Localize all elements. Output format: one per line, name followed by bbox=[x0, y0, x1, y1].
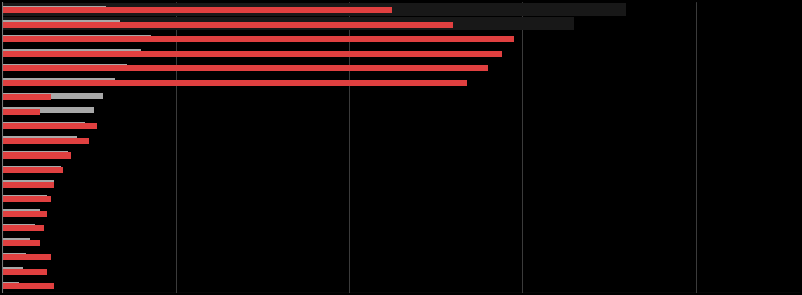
Bar bbox=[2, 93, 103, 99]
Bar bbox=[2, 267, 23, 273]
Bar bbox=[2, 65, 488, 71]
Bar bbox=[2, 94, 51, 100]
Bar bbox=[2, 181, 54, 188]
Bar bbox=[2, 22, 453, 28]
Bar bbox=[2, 7, 392, 13]
Bar bbox=[2, 167, 63, 173]
Bar bbox=[2, 107, 94, 114]
Bar bbox=[2, 49, 141, 55]
Bar bbox=[2, 269, 47, 275]
Bar bbox=[2, 209, 40, 215]
Bar bbox=[2, 17, 574, 30]
Bar bbox=[2, 137, 77, 142]
Bar bbox=[2, 109, 40, 115]
Bar bbox=[2, 240, 40, 246]
Bar bbox=[2, 165, 61, 172]
Bar bbox=[2, 225, 44, 231]
Bar bbox=[2, 153, 71, 158]
Bar bbox=[2, 80, 467, 86]
Bar bbox=[2, 123, 98, 130]
Bar bbox=[2, 180, 54, 186]
Bar bbox=[2, 3, 626, 16]
Bar bbox=[2, 254, 51, 260]
Bar bbox=[2, 196, 51, 202]
Bar bbox=[2, 78, 115, 84]
Bar bbox=[2, 283, 54, 289]
Bar bbox=[2, 22, 453, 28]
Bar bbox=[2, 36, 514, 42]
Bar bbox=[2, 51, 501, 57]
Bar bbox=[2, 122, 85, 128]
Bar bbox=[2, 211, 47, 217]
Bar bbox=[2, 94, 51, 100]
Bar bbox=[2, 224, 35, 230]
Bar bbox=[2, 6, 106, 12]
Bar bbox=[2, 20, 120, 26]
Bar bbox=[2, 253, 26, 259]
Bar bbox=[2, 109, 40, 115]
Bar bbox=[2, 138, 89, 144]
Bar bbox=[2, 151, 68, 157]
Bar bbox=[2, 35, 152, 41]
Bar bbox=[2, 7, 392, 13]
Bar bbox=[2, 238, 30, 244]
Bar bbox=[2, 195, 47, 201]
Bar bbox=[2, 282, 19, 288]
Bar bbox=[2, 64, 127, 70]
